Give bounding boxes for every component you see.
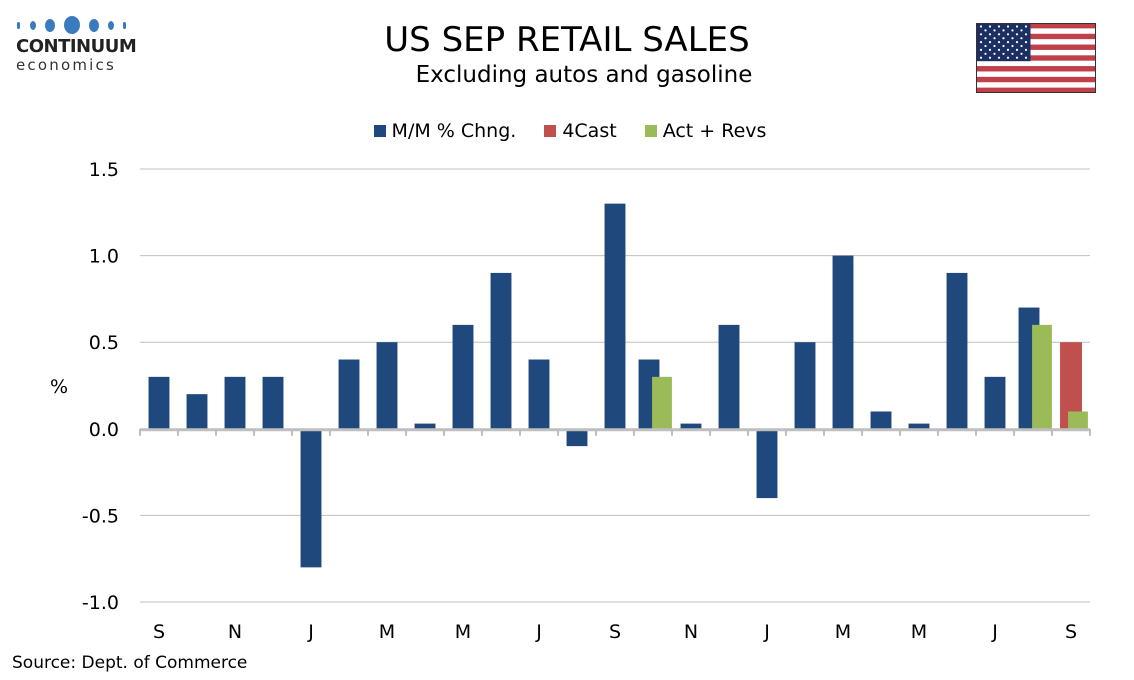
legend-item-forecast: 4Cast (544, 120, 617, 142)
bar-mm-change (186, 394, 208, 429)
bar-mm-change (680, 423, 702, 429)
legend-label-actual: Act + Revs (662, 120, 767, 142)
y-tick-label: -0.5 (82, 505, 119, 527)
x-tick-label: M (379, 621, 395, 643)
bar-mm-change (414, 423, 436, 429)
bar-mm-change (832, 255, 854, 429)
x-tick-label: J (535, 621, 542, 643)
y-tick-label: 0.5 (89, 332, 119, 354)
source-note: Source: Dept. of Commerce (12, 653, 248, 673)
y-tick-label: -1.0 (82, 592, 119, 614)
bar-mm-change (262, 376, 284, 429)
us-flag-icon (976, 23, 1096, 93)
chart-title: US SEP RETAIL SALES (384, 20, 750, 60)
bar-forecast (1060, 342, 1082, 429)
x-axis (139, 428, 1091, 436)
bar-mm-change (870, 411, 892, 429)
legend-swatch-actual (644, 125, 657, 137)
x-tick-label: J (991, 621, 998, 643)
bar-actual-revs (1068, 411, 1088, 429)
y-axis-title: % (50, 376, 68, 398)
bar-actual-revs (1032, 324, 1052, 429)
x-tick-label: S (609, 621, 621, 643)
bar-mm-change (908, 423, 930, 429)
bar-mm-change (718, 324, 740, 429)
bar-mm-change (794, 342, 816, 429)
logo-dots-icon (14, 14, 134, 36)
bar-mm-change (490, 272, 512, 429)
x-tick-label: M (455, 621, 471, 643)
x-tick-label: N (684, 621, 698, 643)
bar-mm-change (452, 324, 474, 429)
y-tick-label: 0.0 (89, 419, 119, 441)
x-tick-label: S (1065, 621, 1077, 643)
bar-mm-change (566, 428, 588, 447)
bar-mm-change (224, 376, 246, 429)
bar-mm-change (984, 376, 1006, 429)
bars (148, 203, 1088, 568)
x-tick-label: S (153, 621, 165, 643)
bar-mm-change (338, 359, 360, 429)
x-tick-label: M (911, 621, 927, 643)
continuum-economics-logo (14, 14, 134, 36)
bar-mm-change (604, 203, 626, 429)
legend-label-mm: M/M % Chng. (391, 120, 517, 142)
legend-swatch-mm (373, 125, 386, 137)
y-tick-label: 1.0 (89, 246, 119, 268)
x-tick-label: J (763, 621, 770, 643)
y-axis-labels: 1.5 1.0 0.5 0.0 -0.5 -1.0 (82, 159, 119, 614)
bar-mm-change (528, 359, 550, 429)
legend-item-mm: M/M % Chng. (373, 120, 517, 142)
bar-mm-change (946, 272, 968, 429)
legend-item-actual: Act + Revs (644, 120, 767, 142)
chart-subtitle: Excluding autos and gasoline (415, 62, 753, 88)
legend-label-forecast: 4Cast (562, 120, 617, 142)
chart-legend: M/M % Chng. 4Cast Act + Revs (0, 120, 1134, 142)
bar-mm-change (300, 428, 322, 568)
bar-mm-change (148, 376, 170, 429)
x-tick-label: J (307, 621, 314, 643)
legend-swatch-forecast (544, 125, 557, 137)
y-tick-label: 1.5 (89, 159, 119, 181)
bar-mm-change (376, 342, 398, 429)
bar-actual-revs (652, 376, 672, 429)
bar-mm-change (756, 428, 778, 499)
logo-name: CONTINUUM (16, 36, 137, 57)
x-tick-label: N (228, 621, 242, 643)
logo-tagline: economics (16, 56, 116, 74)
x-tick-label: M (835, 621, 851, 643)
